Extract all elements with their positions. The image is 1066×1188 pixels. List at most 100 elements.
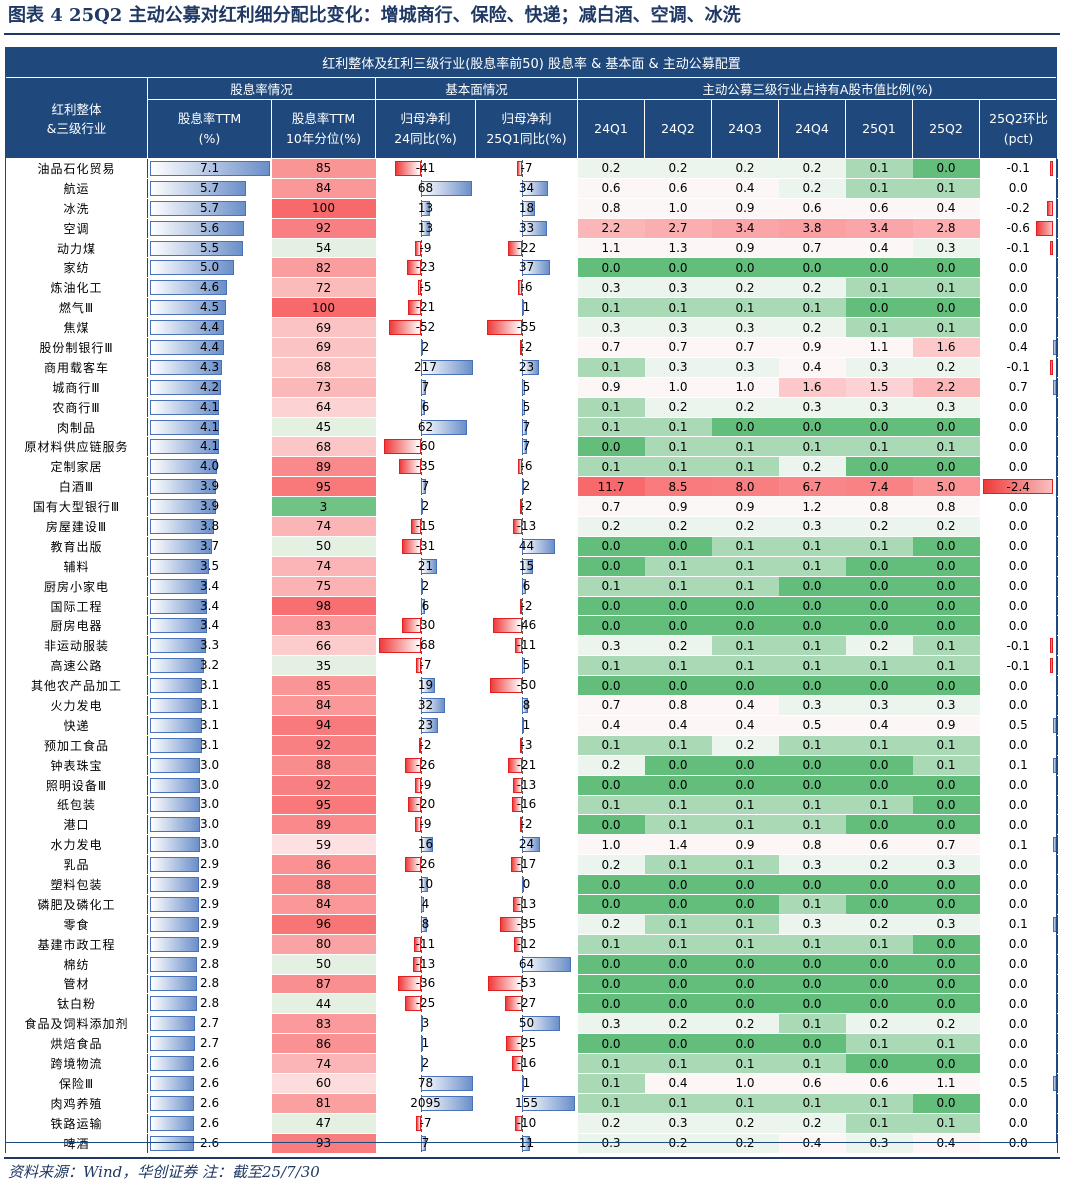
net-profit-24-bar	[411, 518, 421, 534]
dividend-yield-bar	[150, 499, 216, 515]
holding-24q2: 0.0	[644, 1033, 712, 1055]
holding-25q1: 0.0	[845, 675, 913, 697]
dividend-yield-value: 2.6	[200, 1056, 220, 1071]
net-profit-25q1-value: -53	[516, 976, 537, 991]
dividend-yield-value: 3.1	[200, 717, 220, 732]
dividend-yield-bar	[150, 459, 218, 475]
net-profit-25q1-cell: 0	[475, 874, 578, 895]
holding-24q2: 0.1	[644, 795, 712, 816]
change-value: 0.0	[1008, 1036, 1028, 1051]
dividend-yield-bar	[150, 240, 243, 256]
dividend-percentile: 86	[271, 1033, 376, 1055]
dividend-percentile: 64	[271, 397, 376, 418]
holding-24q4: 0.7	[778, 238, 846, 259]
dividend-percentile: 74	[271, 1053, 376, 1074]
dividend-percentile: 68	[271, 357, 376, 378]
holding-24q4: 0.6	[778, 1073, 846, 1094]
net-profit-24-cell: 78	[375, 1073, 476, 1094]
dividend-percentile: 75	[271, 576, 376, 597]
holding-24q1: 0.7	[577, 337, 645, 358]
dividend-percentile: 94	[271, 715, 376, 736]
net-profit-24-value: -5	[419, 280, 432, 295]
change-value: 0.7	[1008, 380, 1028, 395]
net-profit-24-cell: -52	[375, 317, 476, 339]
title-rule	[4, 33, 1060, 35]
dividend-yield-bar	[150, 200, 246, 216]
net-profit-24-cell: 13	[375, 198, 476, 219]
dividend-yield-value: 4.4	[200, 320, 220, 335]
holding-24q1: 0.1	[577, 456, 645, 478]
table-row: 塑料包装 2.9 88 10 0 0.0 0.0 0.0 0.0 0.0 0.0 0.0	[5, 874, 1058, 895]
net-profit-25q1-cell: 1	[475, 297, 578, 319]
industry-name: 非运动服装	[5, 635, 148, 657]
net-profit-25q1-value: 33	[518, 220, 535, 235]
holding-25q2: 0.0	[912, 993, 980, 1015]
table-row: 照明设备Ⅲ 3.0 92 -9 -13 0.0 0.0 0.0 0.0 0.0 0.0 0.0	[5, 775, 1058, 796]
net-profit-25q1-value: 18	[518, 200, 535, 215]
dividend-yield-bar	[150, 558, 209, 574]
net-profit-25q1-value: 5	[522, 399, 531, 414]
holding-24q1: 0.3	[577, 1133, 645, 1154]
holding-25q1: 0.0	[845, 993, 913, 1015]
net-profit-25q1-bar	[521, 717, 524, 733]
holding-24q3: 0.2	[711, 1133, 779, 1154]
holding-25q1: 0.2	[845, 854, 913, 876]
holding-25q2: 0.1	[912, 735, 980, 756]
change-value: 0.0	[1008, 778, 1028, 793]
holding-24q1: 0.1	[577, 795, 645, 816]
industry-name: 棉纺	[5, 954, 148, 975]
net-profit-25q1-value: -13	[516, 896, 537, 911]
net-profit-25q1-bar	[520, 339, 523, 355]
table-row: 快递 3.1 94 23 1 0.4 0.4 0.4 0.5 0.4 0.9 0.5	[5, 715, 1058, 736]
dividend-yield-bar	[150, 936, 199, 952]
holding-24q2: 0.3	[644, 277, 712, 299]
net-profit-24-cell: 2	[375, 337, 476, 358]
net-profit-25q1-bar	[521, 439, 527, 455]
net-profit-24-bar	[415, 240, 421, 256]
net-profit-25q1-bar	[508, 757, 522, 773]
net-profit-24-value: 6	[421, 598, 430, 613]
holding-24q4: 0.1	[778, 814, 846, 836]
net-profit-25q1-value: 1	[522, 1075, 531, 1090]
net-profit-25q1-cell: -6	[475, 456, 578, 478]
holding-25q1: 0.0	[845, 814, 913, 836]
net-profit-24-value: -7	[419, 1115, 432, 1130]
net-profit-24-value: 78	[417, 1075, 434, 1090]
col-header-25q2: 25Q2	[912, 99, 980, 159]
net-profit-24-bar	[405, 996, 421, 1012]
holding-25q1: 0.6	[845, 1073, 913, 1094]
holding-25q2: 0.2	[912, 1013, 980, 1035]
group-header-holding: 主动公募三级行业占持有A股市值比例(%)	[577, 77, 1058, 100]
net-profit-25q1-cell: 23	[475, 357, 578, 378]
net-profit-24-bar	[420, 339, 423, 355]
net-profit-25q1-cell: -17	[475, 854, 578, 876]
holding-24q2: 0.3	[644, 317, 712, 339]
net-profit-24-bar	[401, 538, 421, 554]
dividend-percentile: 93	[271, 1133, 376, 1154]
net-profit-24-value: 13	[417, 220, 434, 235]
holding-24q4: 1.6	[778, 377, 846, 398]
holding-25q2: 0.0	[912, 894, 980, 915]
holding-24q2: 0.1	[644, 934, 712, 955]
net-profit-24-bar	[420, 697, 445, 713]
table-row: 商用载客车 4.3 68 217 23 0.1 0.3 0.3 0.4 0.3 0.2 -0.1	[5, 357, 1058, 378]
net-profit-25q1-cell: 24	[475, 834, 578, 856]
table-row: 其他农产品加工 3.1 85 19 -50 0.0 0.0 0.0 0.0 0.0 0.0 0.0	[5, 675, 1058, 697]
net-profit-24-value: -52	[415, 320, 436, 335]
holding-25q2: 0.8	[912, 496, 980, 518]
holding-24q3: 0.1	[711, 536, 779, 557]
dividend-yield-bar	[150, 339, 225, 355]
industry-name: 城商行Ⅲ	[5, 377, 148, 398]
net-profit-25q1-value: 1	[522, 717, 531, 732]
holding-25q1: 0.2	[845, 1013, 913, 1035]
net-profit-25q1-value: -22	[516, 240, 537, 255]
holding-24q4: 0.0	[778, 257, 846, 279]
net-profit-25q1-bar	[510, 857, 522, 873]
holding-24q4: 6.7	[778, 476, 846, 498]
net-profit-24-cell: -21	[375, 297, 476, 319]
holding-24q4: 0.2	[778, 456, 846, 478]
holding-24q2: 0.4	[644, 715, 712, 736]
dividend-yield-value: 2.6	[200, 1095, 220, 1110]
change-value: 0.0	[1008, 420, 1028, 435]
net-profit-25q1-value: 34	[518, 180, 535, 195]
